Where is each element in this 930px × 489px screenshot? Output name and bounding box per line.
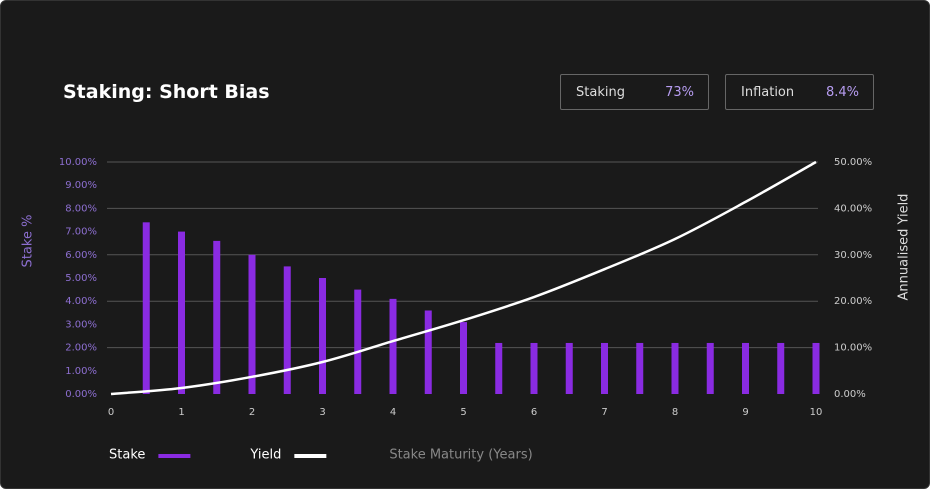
x-tick-label: 6 bbox=[531, 407, 537, 418]
stat-value: 8.4% bbox=[825, 84, 859, 100]
y2-tick-label: 30.00% bbox=[834, 250, 872, 261]
bar bbox=[213, 240, 221, 394]
x-tick-label: 3 bbox=[319, 407, 325, 418]
y2-tick-label: 40.00% bbox=[834, 203, 872, 214]
stat-value: 73% bbox=[665, 84, 694, 100]
y2-tick-label: 0.00% bbox=[834, 389, 866, 400]
x-tick-label: 10 bbox=[810, 407, 823, 418]
bar bbox=[354, 289, 362, 394]
bar bbox=[742, 342, 749, 394]
y2-tick-label: 10.00% bbox=[834, 343, 872, 354]
legend-label: Stake bbox=[109, 448, 145, 463]
y-tick-label: 5.00% bbox=[65, 273, 97, 284]
y-tick-label: 0.00% bbox=[65, 389, 97, 400]
bar bbox=[706, 342, 714, 394]
stat-box: Inflation 8.4% bbox=[725, 74, 874, 110]
bar bbox=[389, 298, 397, 394]
bar bbox=[319, 278, 326, 394]
stat-box: Staking 73% bbox=[560, 74, 709, 110]
x-tick-label: 4 bbox=[390, 407, 396, 418]
bar bbox=[142, 222, 150, 394]
bar bbox=[424, 310, 432, 394]
y-tick-label: 9.00% bbox=[65, 180, 97, 191]
y2-tick-label: 20.00% bbox=[834, 296, 872, 307]
x-tick-label: 2 bbox=[249, 407, 255, 418]
y-tick-label: 2.00% bbox=[65, 343, 97, 354]
y2-axis-label: Annualised Yield bbox=[897, 194, 912, 301]
bar bbox=[812, 342, 820, 394]
y-tick-label: 6.00% bbox=[65, 250, 97, 261]
bar bbox=[671, 342, 679, 394]
x-tick-label: 9 bbox=[742, 407, 748, 418]
x-tick-label: 7 bbox=[601, 407, 607, 418]
y-tick-label: 8.00% bbox=[65, 203, 97, 214]
bar bbox=[460, 322, 467, 394]
chart-title: Staking: Short Bias bbox=[63, 81, 270, 103]
bar bbox=[601, 342, 608, 394]
stat-label: Inflation bbox=[741, 84, 795, 100]
bar bbox=[565, 342, 573, 394]
bar bbox=[178, 231, 185, 394]
x-tick-label: 0 bbox=[108, 407, 114, 418]
bar bbox=[530, 342, 538, 394]
y-tick-label: 1.00% bbox=[65, 366, 97, 377]
x-tick-label: 5 bbox=[460, 407, 466, 418]
legend-label: Yield bbox=[249, 448, 281, 463]
x-axis-label: Stake Maturity (Years) bbox=[389, 448, 532, 463]
y2-tick-label: 50.00% bbox=[834, 157, 872, 168]
y-tick-label: 7.00% bbox=[65, 227, 97, 238]
x-tick-label: 1 bbox=[178, 407, 184, 418]
bar bbox=[636, 342, 644, 394]
x-tick-label: 8 bbox=[672, 407, 678, 418]
stat-label: Staking bbox=[576, 84, 625, 100]
bar bbox=[283, 266, 291, 394]
line bbox=[110, 160, 817, 396]
y-axis-label: Stake % bbox=[21, 215, 36, 268]
y-tick-label: 3.00% bbox=[65, 319, 97, 330]
bar bbox=[248, 254, 256, 394]
y-tick-label: 4.00% bbox=[65, 296, 97, 307]
bar bbox=[777, 342, 785, 394]
bar bbox=[495, 342, 503, 394]
y-tick-label: 10.00% bbox=[59, 157, 97, 168]
